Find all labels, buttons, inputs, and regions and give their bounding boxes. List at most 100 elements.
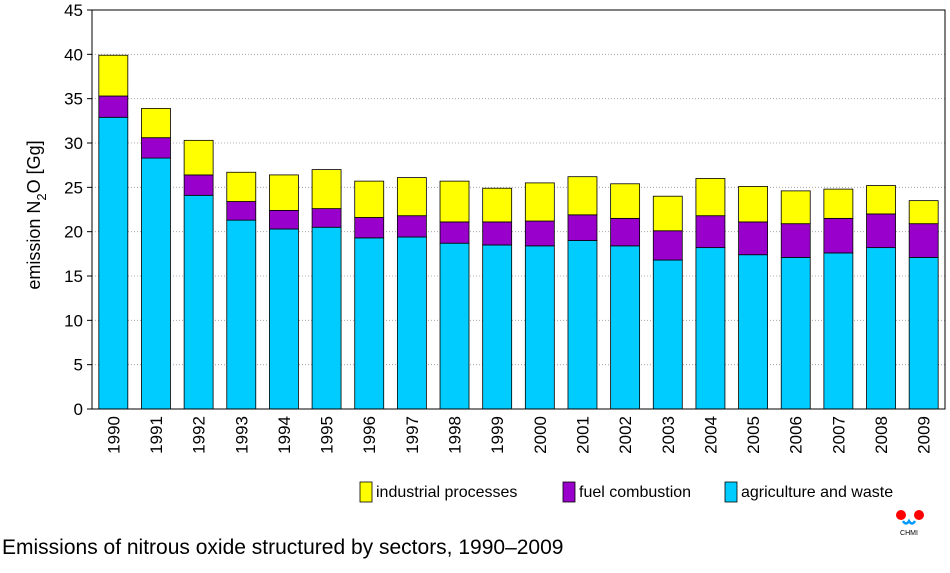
x-tick-label: 2000: [531, 416, 550, 454]
y-tick-label: 30: [64, 134, 83, 153]
bar-segment-agriculture-and-waste-2007: [823, 252, 854, 410]
bar-segment-agriculture-and-waste-1990: [98, 116, 129, 410]
x-axis-ticks: 1990 1991 1992 1993 1994 1995 1996 1997 1998 1999…: [104, 416, 933, 454]
logo-red-dot-left: [896, 510, 906, 520]
x-tick-label: 1998: [446, 416, 465, 454]
bar-segment-fuel-combustion-1998: [439, 221, 470, 244]
bar-segment-agriculture-and-waste-2004: [695, 247, 726, 410]
y-tick-label: 45: [64, 1, 83, 20]
x-tick-label: 1991: [147, 416, 166, 454]
x-tick-label: 2004: [701, 416, 720, 454]
bar-segment-industrial-processes-2008: [866, 185, 896, 215]
bar-segment-agriculture-and-waste-1997: [396, 236, 427, 410]
bar-segment-fuel-combustion-1992: [183, 174, 214, 196]
y-axis-label: emission N2O [Gg]: [24, 140, 49, 289]
bar-segment-fuel-combustion-1993: [226, 201, 257, 221]
y-tick-label: 25: [64, 178, 83, 197]
bar-segment-industrial-processes-1995: [311, 169, 342, 210]
bar-segment-agriculture-and-waste-1993: [226, 219, 257, 410]
bar-segment-fuel-combustion-1994: [269, 209, 299, 230]
x-tick-label: 2008: [872, 416, 891, 454]
bar-segment-fuel-combustion-2006: [780, 223, 811, 258]
bar-segment-industrial-processes-2007: [823, 188, 854, 219]
legend-label-agriculture-and-waste: agriculture and waste: [741, 484, 893, 501]
axes: [91, 9, 946, 410]
x-tick-label: 2001: [573, 416, 592, 454]
bar-segment-fuel-combustion-1995: [311, 208, 342, 228]
x-tick-label: 2007: [829, 416, 848, 454]
x-tick-label: 1990: [104, 416, 123, 454]
y-tick-label: 10: [64, 311, 83, 330]
y-tick-label: 15: [64, 267, 83, 286]
bar-segment-agriculture-and-waste-1999: [482, 244, 513, 410]
bar-segment-fuel-combustion-1996: [354, 217, 385, 239]
bar-segment-agriculture-and-waste-2001: [567, 240, 598, 410]
bar-segment-fuel-combustion-2007: [823, 217, 854, 254]
x-tick-label: 1992: [190, 416, 209, 454]
legend-label-fuel-combustion: fuel combustion: [579, 484, 691, 501]
bar-segment-fuel-combustion-2008: [866, 213, 896, 249]
legend-swatch-agriculture-and-waste: [724, 481, 738, 503]
plot-frame: [91, 9, 946, 410]
legend-swatch-fuel-combustion: [562, 481, 576, 503]
bar-segment-industrial-processes-1997: [396, 177, 427, 217]
bar-segment-industrial-processes-2001: [567, 176, 598, 216]
bar-segment-industrial-processes-2004: [695, 178, 726, 217]
x-tick-label: 2009: [915, 416, 934, 454]
x-tick-label: 1999: [488, 416, 507, 454]
x-tick-label: 1996: [360, 416, 379, 454]
legend-label-industrial-processes: industrial processes: [376, 484, 517, 501]
plot-area: [92, 10, 945, 409]
bar-segment-agriculture-and-waste-1998: [439, 242, 470, 410]
bar-segment-agriculture-and-waste-2008: [866, 247, 896, 410]
bar-segment-agriculture-and-waste-2005: [738, 254, 768, 410]
bar-segment-industrial-processes-1993: [226, 171, 257, 202]
bar-segment-fuel-combustion-2003: [652, 230, 683, 261]
bar-segment-fuel-combustion-2001: [567, 214, 598, 241]
x-tick-label: 2006: [787, 416, 806, 454]
bar-segment-fuel-combustion-1997: [396, 215, 427, 238]
logo-text: CHMI: [900, 530, 918, 537]
bar-segment-agriculture-and-waste-2002: [610, 245, 641, 410]
y-tick-label: 40: [64, 45, 83, 64]
logo-blue-wave-icon: [901, 518, 917, 525]
y-axis-ticks: 0 5 10 15 20 25 30 35 40 45: [64, 1, 92, 419]
bar-segment-agriculture-and-waste-2006: [780, 256, 811, 410]
bar-segment-industrial-processes-1994: [269, 174, 299, 211]
x-tick-label: 1994: [275, 416, 294, 454]
y-tick-label: 20: [64, 223, 83, 242]
bar-segment-industrial-processes-2000: [524, 182, 555, 222]
bar-segment-industrial-processes-1992: [183, 139, 214, 176]
bar-segment-industrial-processes-1996: [354, 180, 385, 218]
bar-segment-industrial-processes-1991: [141, 108, 171, 139]
bar-segment-fuel-combustion-1991: [141, 137, 171, 159]
y-tick-label: 0: [74, 400, 83, 419]
bar-segment-fuel-combustion-1990: [98, 95, 129, 118]
bar-segment-industrial-processes-2005: [738, 186, 768, 223]
bar-segment-agriculture-and-waste-1991: [141, 157, 171, 410]
bar-segment-fuel-combustion-2002: [610, 217, 641, 247]
x-tick-label: 1995: [318, 416, 337, 454]
bar-segment-agriculture-and-waste-2000: [524, 245, 555, 410]
logo-red-dot-right: [914, 510, 924, 520]
bar-stacks: [98, 54, 939, 410]
bar-segment-fuel-combustion-2009: [908, 223, 939, 258]
bar-segment-agriculture-and-waste-1995: [311, 226, 342, 410]
bar-segment-industrial-processes-1999: [482, 187, 513, 223]
x-tick-label: 2002: [616, 416, 635, 454]
bar-segment-agriculture-and-waste-2003: [652, 259, 683, 410]
chmi-logo: CHMI: [891, 508, 927, 538]
legend: industrial processes fuel combustion agric…: [359, 481, 893, 503]
gridlines: [92, 10, 945, 409]
x-tick-label: 2005: [744, 416, 763, 454]
bar-segment-industrial-processes-1998: [439, 180, 470, 223]
bar-segment-industrial-processes-2003: [652, 195, 683, 232]
bar-segment-industrial-processes-2009: [908, 200, 939, 225]
bar-segment-agriculture-and-waste-1994: [269, 228, 299, 410]
bar-segment-agriculture-and-waste-2009: [908, 256, 939, 410]
chart-caption: Emissions of nitrous oxide structured by…: [2, 536, 564, 559]
x-tick-label: 1993: [232, 416, 251, 454]
bar-segment-fuel-combustion-2000: [524, 220, 555, 247]
bar-segment-industrial-processes-2006: [780, 190, 811, 225]
bar-segment-industrial-processes-1990: [98, 54, 129, 97]
